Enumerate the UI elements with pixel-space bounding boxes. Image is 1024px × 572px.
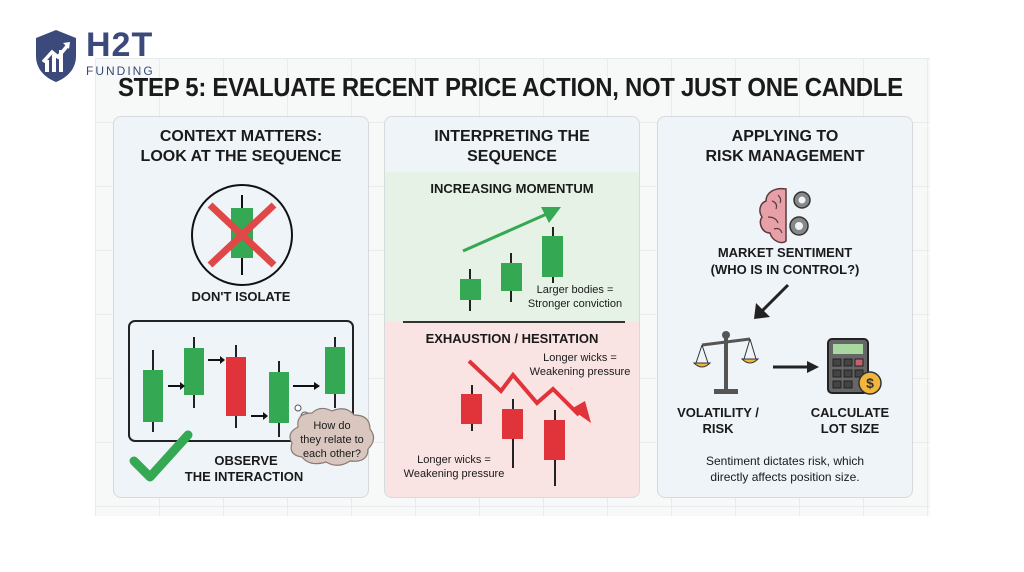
candle-sequence-chart <box>128 320 354 442</box>
momentum-note-line-1: Larger bodies = <box>536 284 614 296</box>
balance-scale-icon <box>692 331 760 394</box>
panel-interpreting: INTERPRETING THE SEQUENCE INCREASING MOM… <box>384 116 640 498</box>
wick-note-bottom-line-2: Weakening pressure <box>403 468 505 480</box>
exhaustion-chart <box>461 359 591 486</box>
logo-main-text: H2T <box>86 26 154 64</box>
observe-label-line-1: OBSERVE <box>214 453 278 468</box>
calc-label-line-2: LOT SIZE <box>820 421 880 436</box>
right-arrow-icon <box>773 361 819 373</box>
momentum-note-line-2: Stronger conviction <box>527 298 623 310</box>
panel-heading-line-2: SEQUENCE <box>467 148 557 165</box>
wick-note-bottom-line-1: Longer wicks = <box>417 454 491 466</box>
panel-risk-management: APPLYING TO RISK MANAGEMENT MARKET SENTI… <box>657 116 913 498</box>
logo-sub-text: FUNDING <box>86 64 155 78</box>
calculator-dollar-icon: $ <box>827 338 882 395</box>
sentiment-label-line-1: MARKET SENTIMENT <box>717 245 853 260</box>
svg-text:$: $ <box>866 375 874 391</box>
thought-line-3: each other? <box>302 448 362 460</box>
panel-heading-line-1: CONTEXT MATTERS: <box>159 128 323 145</box>
panel-context: CONTEXT MATTERS: LOOK AT THE SEQUENCE DO… <box>113 116 375 498</box>
wick-note-top-line-2: Weakening pressure <box>529 366 631 378</box>
shield-chart-icon <box>36 30 76 82</box>
down-left-arrow-icon <box>754 283 790 319</box>
sentiment-label-line-2: (WHO IS IN CONTROL?) <box>710 262 860 277</box>
observe-label-line-2: THE INTERACTION <box>184 469 304 484</box>
thought-line-1: How do <box>313 420 351 432</box>
checkmark-icon <box>129 430 193 482</box>
summary-line-1: Sentiment dictates risk, which <box>705 454 865 468</box>
panel-heading-line-2: LOOK AT THE SEQUENCE <box>140 148 342 165</box>
panel-heading-line-1: APPLYING TO <box>731 128 839 145</box>
brain-gears-icon <box>759 187 811 244</box>
exhaustion-title: EXHAUSTION / HESITATION <box>425 331 599 346</box>
isolated-candle-crossed-icon <box>191 184 293 286</box>
dont-isolate-label: DON'T ISOLATE <box>191 289 291 304</box>
summary-line-2: directly affects position size. <box>710 470 860 484</box>
volatility-label-line-1: VOLATILITY / <box>677 405 759 420</box>
wick-note-top-line-1: Longer wicks = <box>543 352 617 364</box>
panel-heading-line-2: RISK MANAGEMENT <box>705 148 865 165</box>
brand-logo: H2T FUNDING <box>32 28 155 84</box>
thought-bubble <box>289 407 375 466</box>
panel-heading-line-1: INTERPRETING THE <box>434 128 590 145</box>
volatility-label-line-2: RISK <box>702 421 734 436</box>
thought-line-2: they relate to <box>300 434 364 446</box>
momentum-title: INCREASING MOMENTUM <box>430 181 594 196</box>
section-divider <box>403 321 625 323</box>
page-title: STEP 5: EVALUATE RECENT PRICE ACTION, NO… <box>118 72 903 102</box>
increasing-momentum-chart <box>460 207 563 311</box>
calc-label-line-1: CALCULATE <box>810 405 890 420</box>
